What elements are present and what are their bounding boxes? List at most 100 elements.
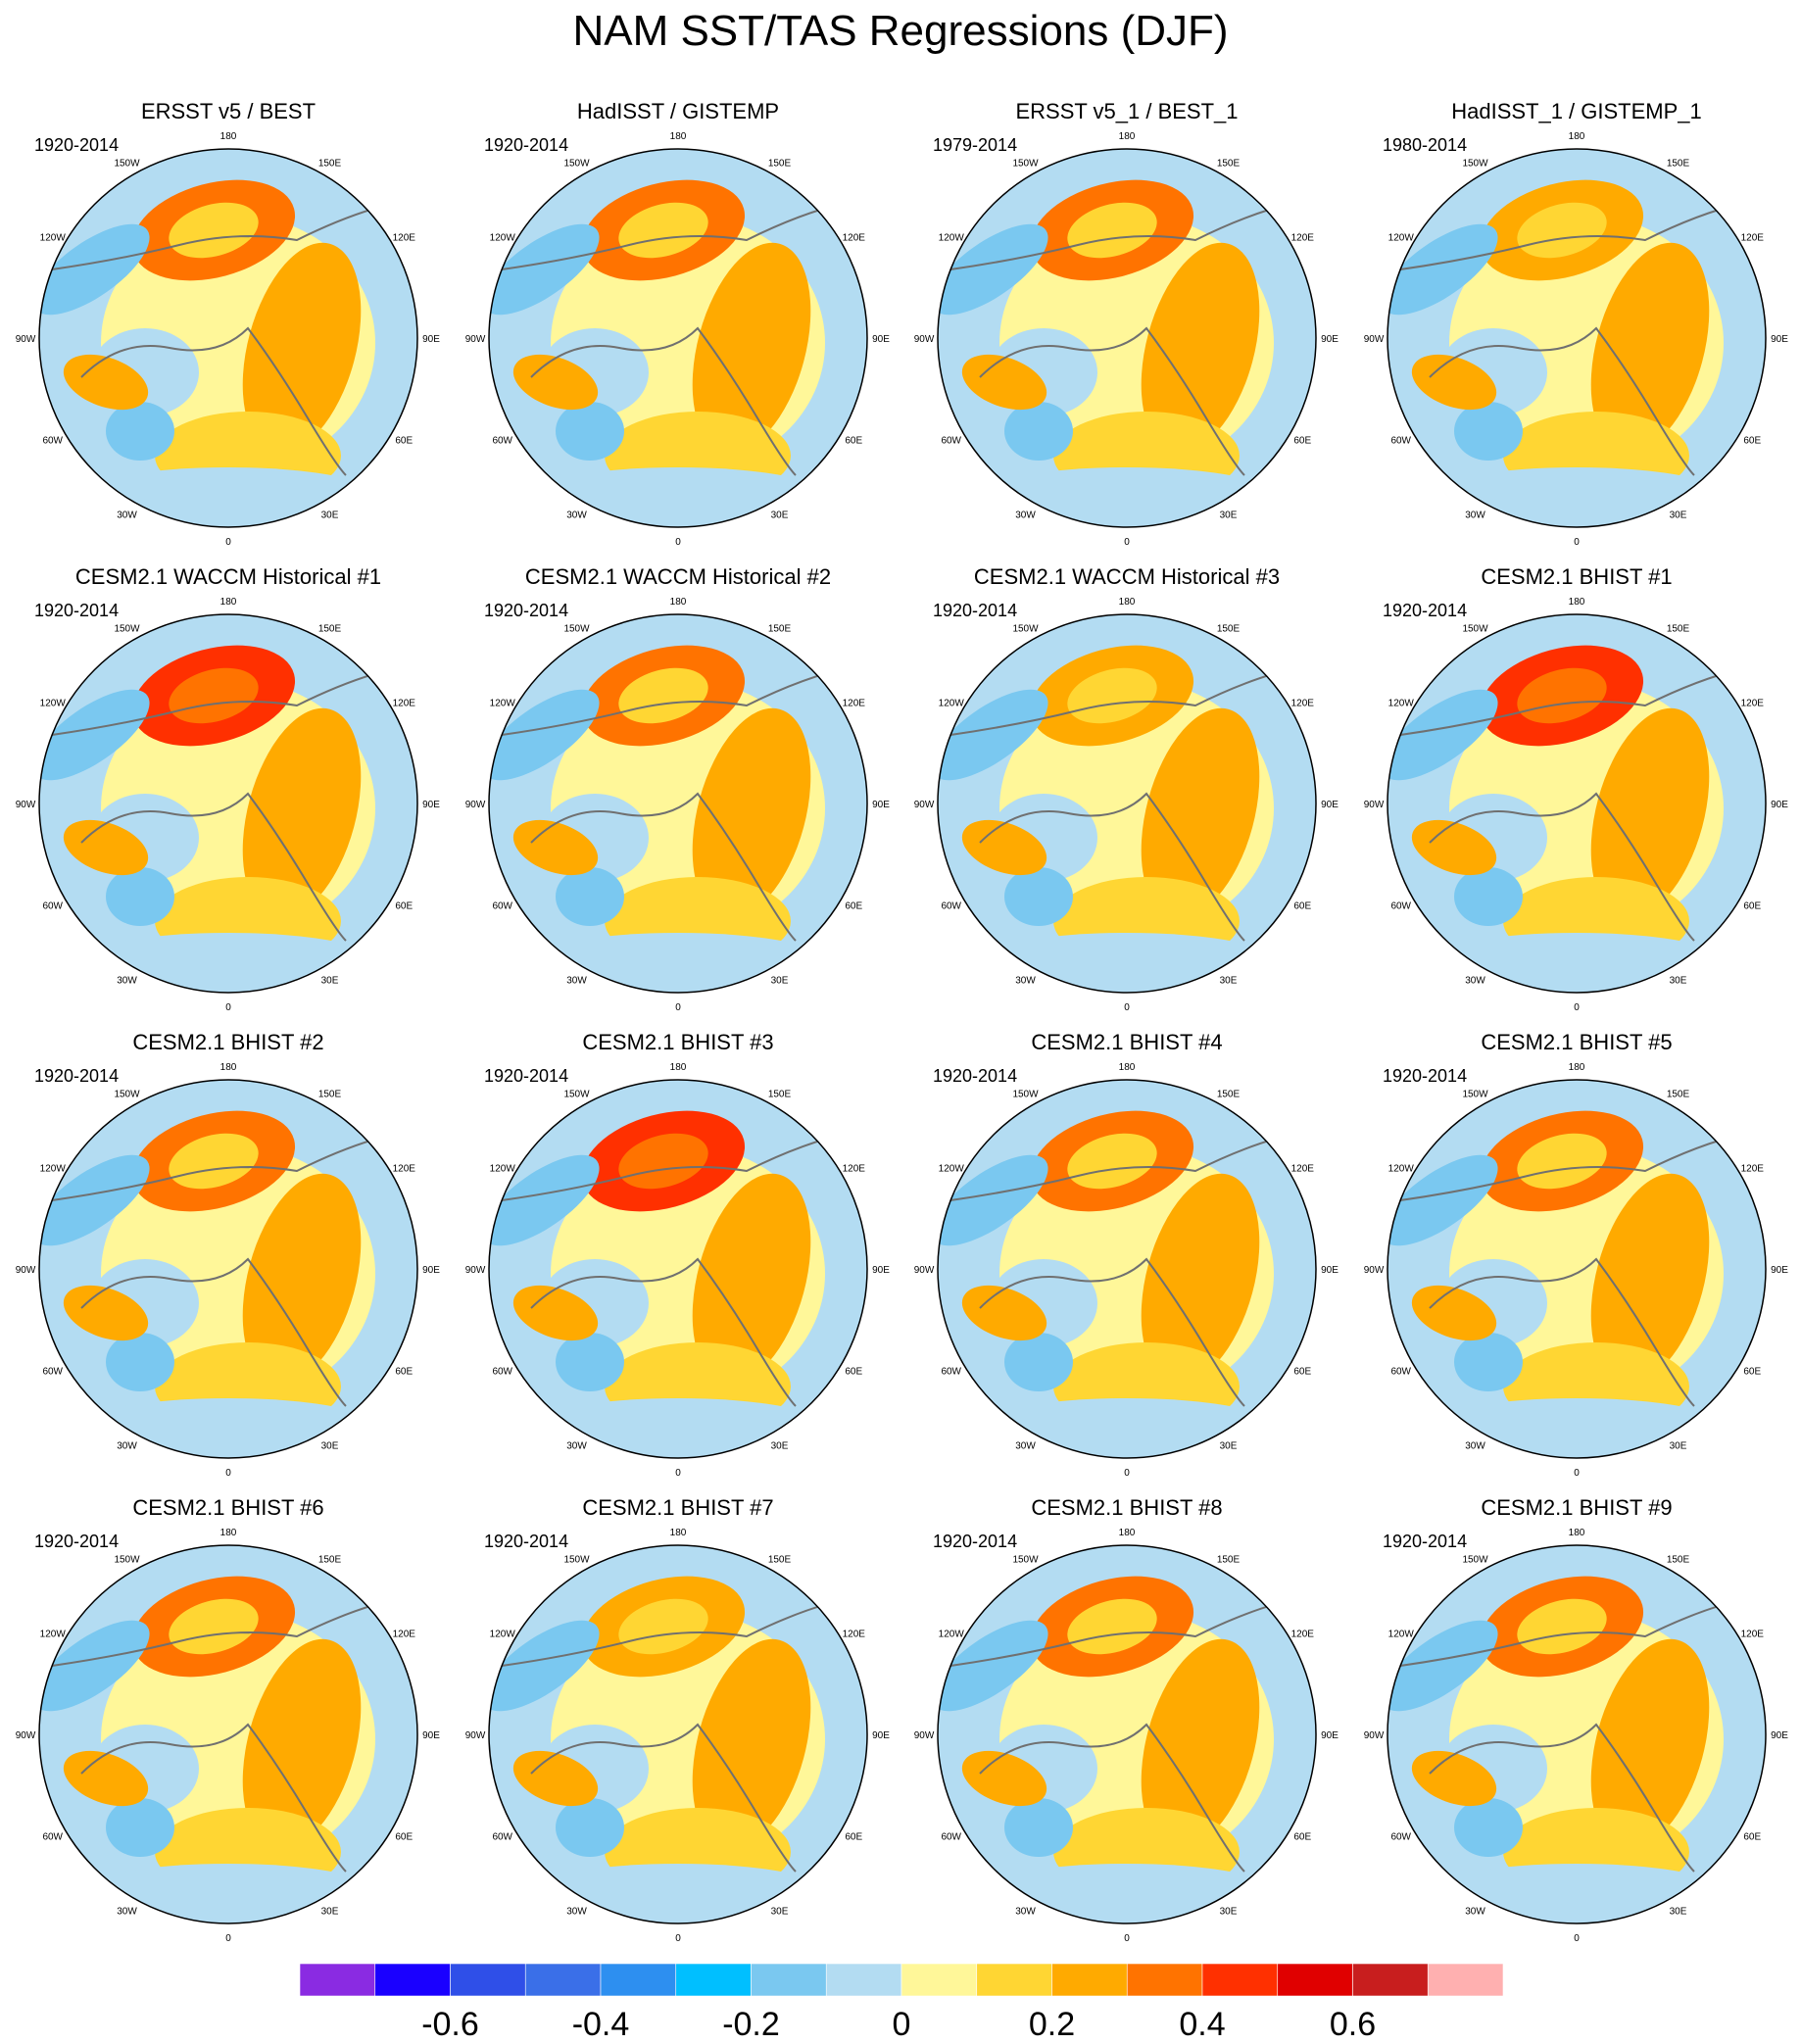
field-anomaly-nw — [39, 689, 150, 781]
map-field — [938, 1080, 1316, 1458]
longitude-label: 90E — [1321, 1730, 1339, 1741]
field-anomaly-atl — [961, 1285, 1047, 1341]
panel-title: CESM2.1 BHIST #4 — [1031, 1030, 1222, 1054]
field-anomaly-eura — [692, 707, 811, 919]
field-anomaly-eura — [692, 242, 811, 454]
field-anomaly-south — [1430, 1398, 1724, 1453]
colorbar-tick-label: -0.2 — [722, 2006, 780, 2043]
longitude-label: 0 — [1124, 1468, 1130, 1479]
panel-period: 1920-2014 — [1383, 601, 1467, 620]
longitude-label: 180 — [670, 1062, 687, 1073]
longitude-label: 150W — [114, 624, 140, 635]
panel-title: ERSST v5_1 / BEST_1 — [1015, 99, 1238, 123]
coastline — [501, 665, 855, 736]
field-anomaly-south — [980, 467, 1274, 522]
longitude-label: 150E — [1667, 624, 1690, 635]
map-panel: CESM2.1 BHIST #3 1920-2014 180 150E 120E 90E 6… — [465, 1030, 891, 1479]
field-anomaly-eura — [242, 242, 362, 454]
longitude-label: 90E — [872, 1730, 890, 1741]
field-anomaly-lab — [1454, 1798, 1523, 1857]
longitude-label: 90W — [16, 800, 36, 810]
longitude-label: 90E — [872, 1265, 890, 1276]
field-anomaly-nw — [489, 223, 600, 316]
panel-title: CESM2.1 BHIST #5 — [1481, 1030, 1672, 1054]
coastline — [979, 1257, 1245, 1407]
field-anomaly-atl — [512, 354, 599, 411]
field-anomaly-pac-core — [1067, 1133, 1157, 1190]
longitude-label: 0 — [1574, 537, 1580, 548]
longitude-label: 60W — [492, 436, 512, 447]
map-panel: CESM2.1 WACCM Historical #1 1920-2014 180 1… — [16, 564, 441, 1013]
field-anomaly-atl — [512, 1285, 599, 1341]
map-field — [938, 1545, 1316, 1923]
longitude-label: 90E — [422, 334, 440, 345]
colorbar-box — [524, 1963, 602, 1997]
longitude-label: 120E — [393, 699, 416, 709]
longitude-label: 150E — [318, 159, 342, 170]
colorbar-tick-label: 0.4 — [1179, 2006, 1225, 2043]
longitude-label: 30E — [1220, 975, 1238, 986]
longitude-label: 60E — [845, 1367, 862, 1378]
field-anomaly-south — [81, 467, 375, 522]
field-anomaly-lab — [1454, 1333, 1523, 1391]
coastline — [1429, 1723, 1695, 1873]
field-anomaly-south — [531, 1864, 825, 1919]
map-panel: CESM2.1 WACCM Historical #3 1920-2014 180 1… — [914, 564, 1339, 1013]
longitude-label: 30E — [771, 1440, 789, 1451]
figure-title: NAM SST/TAS Regressions (DJF) — [572, 7, 1228, 55]
longitude-label: 120W — [939, 699, 965, 709]
longitude-label: 30W — [117, 1906, 137, 1917]
map-border — [937, 148, 1317, 528]
longitude-label: 150E — [1217, 624, 1241, 635]
longitude-label: 30W — [117, 510, 137, 520]
longitude-label: 150E — [1667, 159, 1690, 170]
field-anomaly-atl — [63, 354, 149, 411]
longitude-label: 60E — [845, 1832, 862, 1843]
longitude-label: 150E — [768, 1555, 792, 1566]
field-anomaly-eura — [1590, 1173, 1710, 1385]
coastline — [501, 200, 855, 270]
field-anomaly-nw — [489, 1620, 600, 1712]
longitude-label: 60E — [395, 1367, 413, 1378]
panel-title: CESM2.1 BHIST #8 — [1031, 1495, 1222, 1520]
field-anomaly-lab — [1454, 402, 1523, 461]
longitude-label: 180 — [1119, 1062, 1136, 1073]
longitude-label: 30W — [1465, 1440, 1485, 1451]
longitude-label: 60W — [42, 1832, 63, 1843]
panel-period: 1920-2014 — [484, 601, 568, 620]
longitude-label: 120W — [1388, 233, 1415, 244]
longitude-label: 90W — [914, 1265, 935, 1276]
map-panel: CESM2.1 BHIST #9 1920-2014 180 150E 120E 90E 6… — [1364, 1495, 1789, 1944]
colorbar-box — [600, 1963, 677, 1997]
map-field — [39, 614, 417, 993]
longitude-label: 180 — [1119, 1528, 1136, 1538]
field-anomaly-south — [81, 1398, 375, 1453]
longitude-label: 180 — [220, 1062, 237, 1073]
coastline — [80, 326, 347, 476]
longitude-label: 150W — [563, 1555, 590, 1566]
coastline — [80, 1257, 347, 1407]
longitude-label: 120E — [843, 699, 866, 709]
longitude-label: 150W — [1462, 1090, 1488, 1100]
longitude-label: 150E — [768, 159, 792, 170]
longitude-label: 30W — [566, 975, 587, 986]
longitude-label: 90E — [1321, 334, 1339, 345]
map-border — [937, 613, 1317, 994]
field-anomaly-south — [980, 1864, 1274, 1919]
field-anomaly-atl — [63, 1750, 149, 1807]
longitude-label: 60E — [845, 901, 862, 912]
field-anomaly-atl — [512, 819, 599, 876]
longitude-label: 90W — [914, 1730, 935, 1741]
longitude-label: 120E — [1291, 699, 1315, 709]
longitude-label: 150W — [114, 1090, 140, 1100]
colorbar-box — [1277, 1963, 1353, 1997]
coastline — [1429, 1257, 1695, 1407]
longitude-label: 0 — [675, 537, 681, 548]
field-anomaly-atl — [961, 819, 1047, 876]
longitude-label: 120E — [1741, 1164, 1765, 1175]
longitude-label: 150E — [1217, 1555, 1241, 1566]
longitude-label: 30E — [771, 510, 789, 520]
field-anomaly-pac-core — [1517, 1133, 1607, 1190]
longitude-label: 90W — [914, 334, 935, 345]
